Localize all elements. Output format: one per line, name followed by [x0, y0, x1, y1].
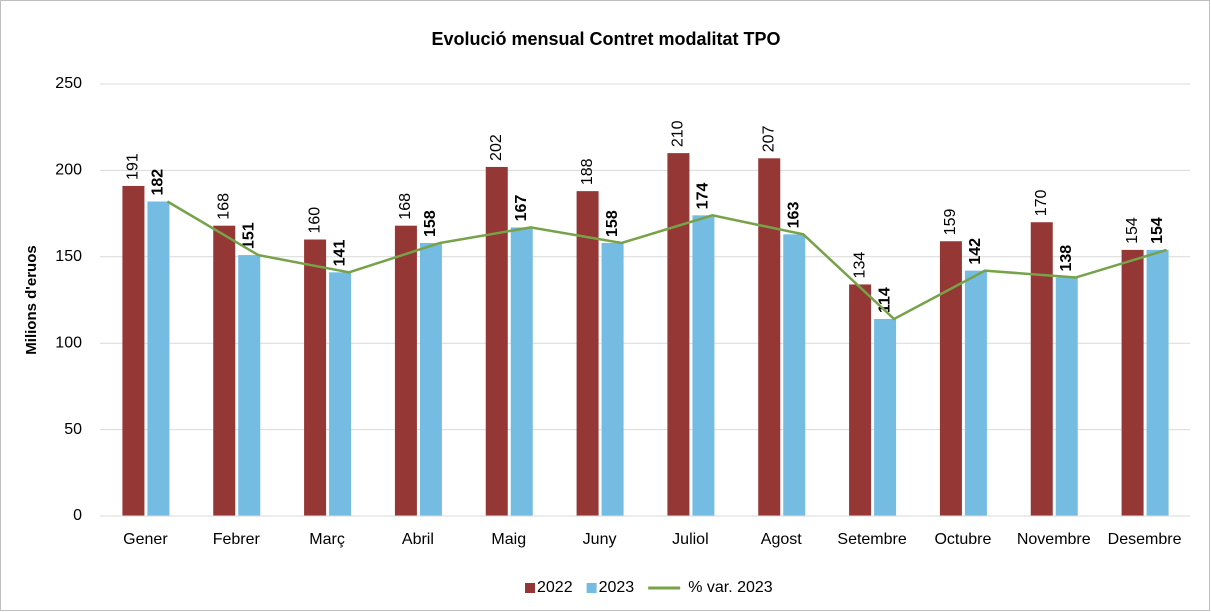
- x-tick-label: Juliol: [672, 531, 708, 548]
- bar: [147, 201, 170, 516]
- x-tick-label: Març: [309, 531, 345, 548]
- data-label: 134: [851, 252, 868, 279]
- y-tick-label: 250: [55, 75, 82, 92]
- data-label: 168: [215, 193, 232, 220]
- bar: [783, 234, 806, 516]
- bar: [1055, 277, 1078, 516]
- legend-swatch: [525, 583, 535, 593]
- data-label: 154: [1149, 217, 1166, 244]
- y-tick-label: 150: [55, 248, 82, 265]
- data-label: 168: [397, 193, 414, 220]
- line: [166, 200, 1167, 321]
- x-tick-label: Maig: [491, 531, 526, 548]
- x-tick-label: Juny: [583, 531, 617, 548]
- bar: [667, 153, 690, 516]
- data-label: 207: [760, 126, 777, 153]
- x-tick-label: Agost: [761, 531, 802, 548]
- data-label: 174: [695, 183, 712, 210]
- bar: [601, 242, 624, 516]
- y-tick-label: 50: [64, 421, 82, 438]
- bar: [329, 272, 352, 516]
- x-tick-label: Desembre: [1108, 531, 1182, 548]
- data-label: 160: [306, 207, 323, 234]
- data-label: 151: [240, 222, 257, 249]
- data-label: 163: [785, 202, 802, 229]
- bar: [874, 319, 897, 516]
- y-tick-label: 100: [55, 334, 82, 351]
- bar: [692, 215, 715, 516]
- data-label: 154: [1124, 217, 1141, 244]
- data-label: 138: [1058, 245, 1075, 272]
- data-label: 182: [150, 169, 167, 196]
- bar: [1146, 249, 1169, 516]
- bar: [238, 255, 261, 516]
- y-tick-label: 200: [55, 162, 82, 179]
- bar: [576, 191, 599, 517]
- data-label: 191: [125, 153, 142, 180]
- x-tick-label: Gener: [123, 531, 168, 548]
- data-label: 210: [670, 120, 687, 147]
- bar: [213, 225, 236, 517]
- bar: [485, 166, 508, 516]
- legend-label: % var. 2023: [688, 579, 773, 596]
- bar: [510, 227, 533, 516]
- legend-label: 2022: [537, 579, 573, 596]
- y-axis-label: Milions d'eruos: [23, 245, 40, 354]
- legend-label: 2023: [599, 579, 635, 596]
- x-tick-label: Febrer: [213, 531, 261, 548]
- x-tick-label: Abril: [402, 531, 434, 548]
- bar: [758, 158, 781, 516]
- data-label: 188: [579, 158, 596, 185]
- bar: [1121, 249, 1144, 516]
- x-tick-label: Novembre: [1017, 531, 1091, 548]
- bar: [1030, 222, 1053, 517]
- data-label: 142: [967, 238, 984, 265]
- x-tick-label: Setembre: [837, 531, 906, 548]
- x-tick-label: Octubre: [934, 531, 991, 548]
- legend-swatch: [586, 583, 597, 593]
- data-label: 202: [488, 134, 505, 161]
- bar: [304, 239, 327, 516]
- bar: [849, 284, 872, 516]
- bar: [939, 241, 962, 517]
- bar: [394, 225, 417, 517]
- bar: [122, 185, 145, 516]
- chart-title: Evolució mensual Contret modalitat TPO: [431, 29, 780, 49]
- bar: [964, 270, 987, 516]
- data-label: 159: [942, 208, 959, 235]
- data-label: 167: [513, 195, 530, 222]
- data-label: 170: [1033, 189, 1050, 216]
- data-label: 158: [604, 210, 621, 237]
- data-label: 141: [331, 240, 348, 267]
- bar: [419, 242, 442, 516]
- data-label: 158: [422, 210, 439, 237]
- y-tick-label: 0: [73, 507, 82, 524]
